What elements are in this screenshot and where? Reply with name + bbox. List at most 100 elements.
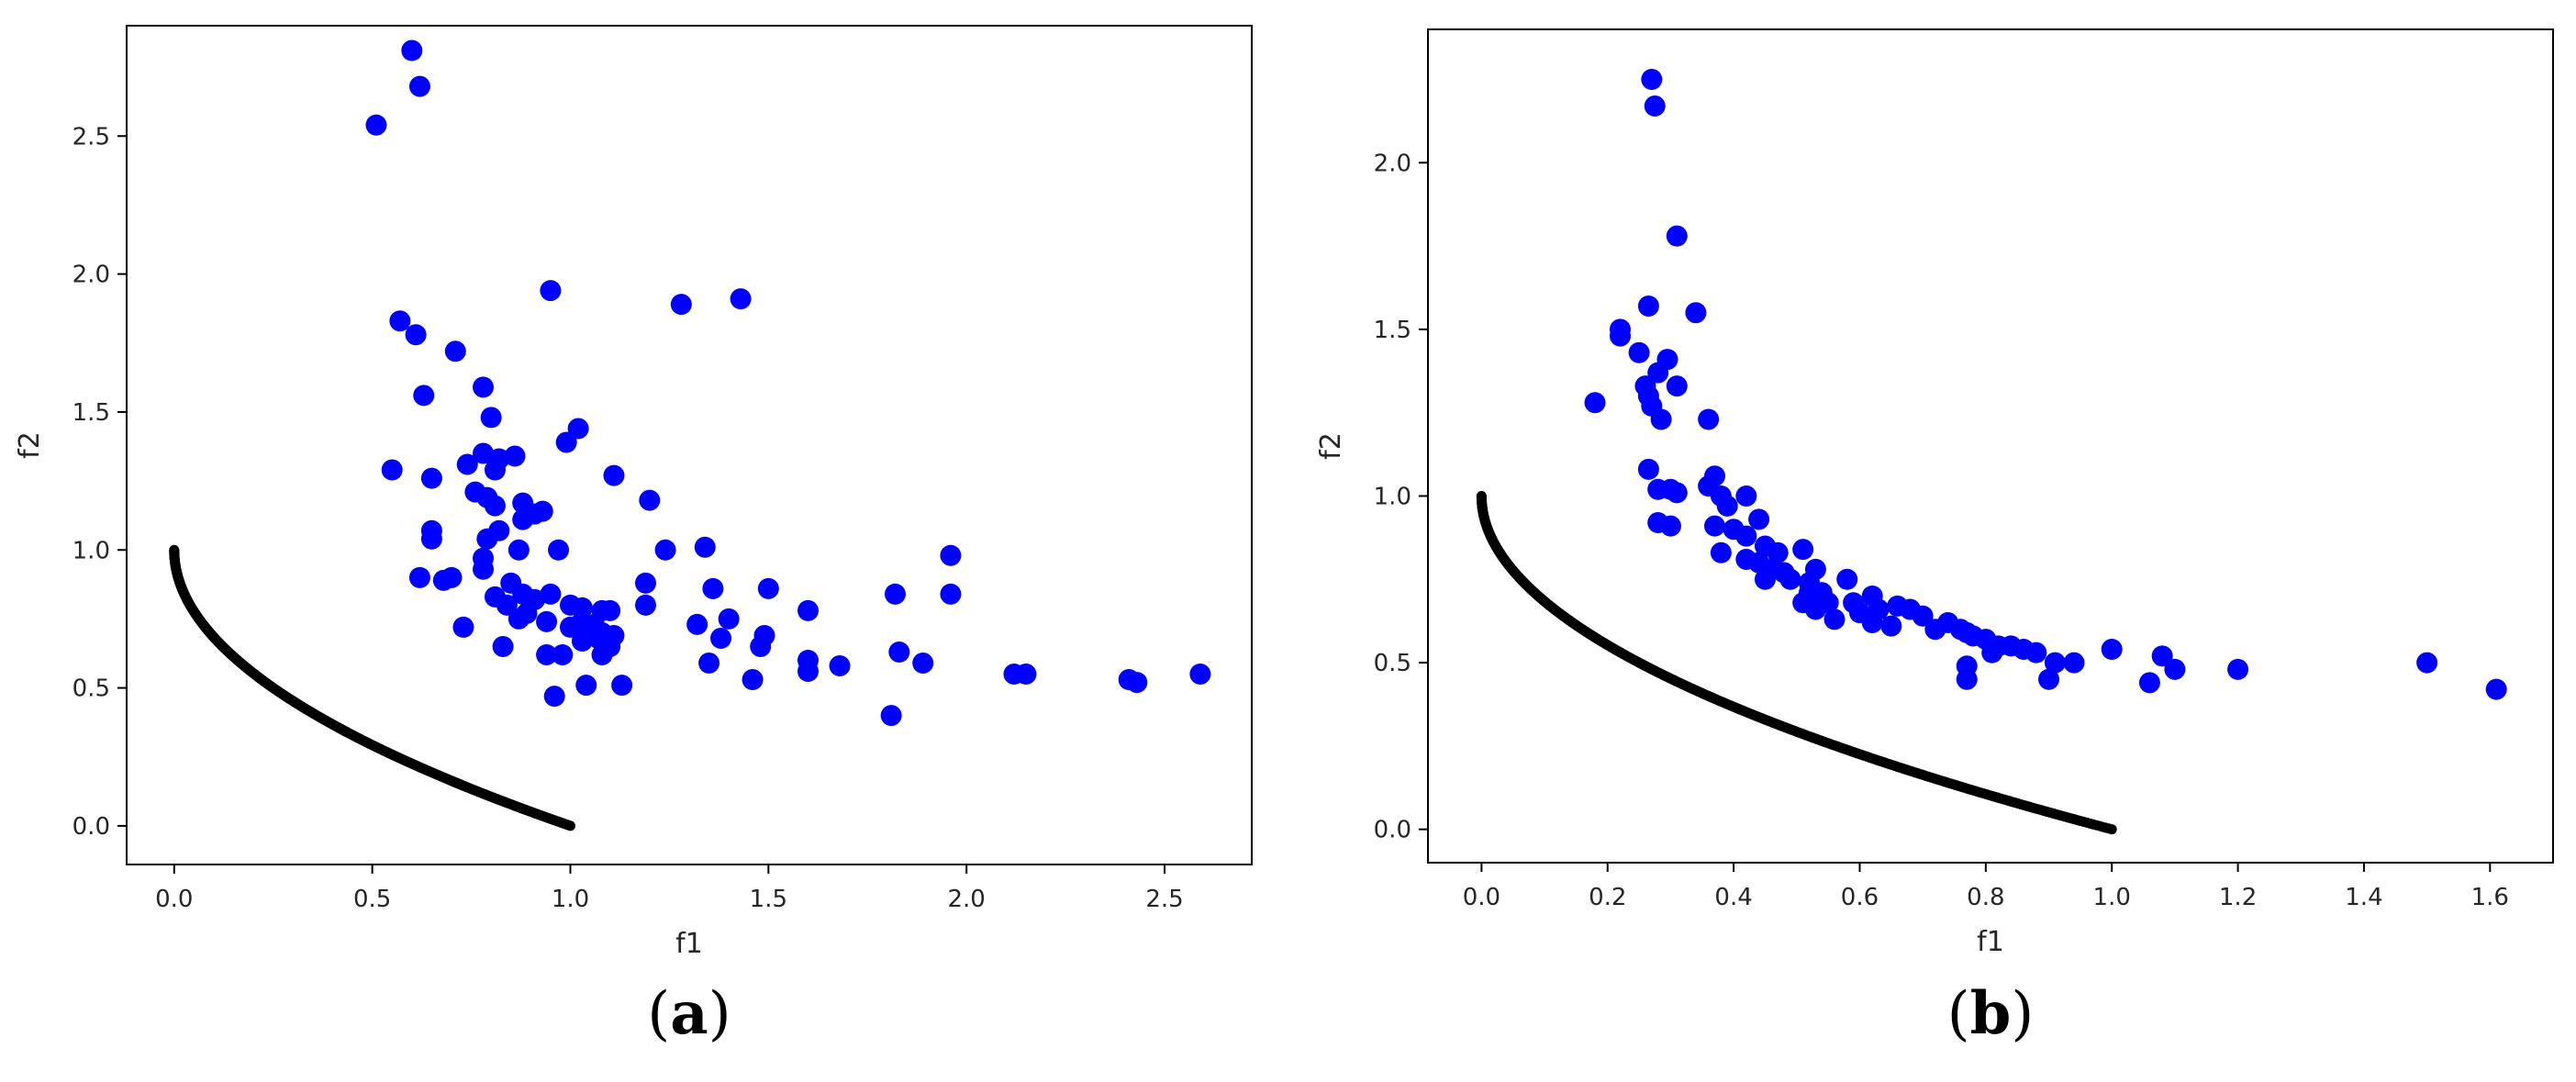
- scatter-point: [710, 627, 732, 649]
- y-axis-label-a: f2: [14, 431, 46, 459]
- scatter-point: [408, 75, 430, 97]
- scatter-point: [1880, 615, 1902, 637]
- front-point: [2106, 824, 2117, 835]
- scatter-point: [2151, 645, 2173, 667]
- scatter-point: [702, 577, 724, 599]
- scatter-point: [1823, 608, 1846, 630]
- scatter-point: [420, 528, 442, 550]
- y-tick-label: 1.5: [72, 399, 110, 427]
- panel-label-a: (a): [647, 979, 730, 1048]
- scatter-point: [1666, 375, 1688, 397]
- scatter-point: [484, 495, 506, 517]
- scatter-point: [571, 630, 593, 652]
- scatter-point: [2227, 658, 2249, 680]
- scatter-point: [2164, 658, 2186, 680]
- scatter-point: [1628, 341, 1650, 363]
- y-tick-label: 1.0: [1374, 483, 1411, 510]
- scatter-point: [757, 577, 779, 599]
- x-tick-label: 0.0: [155, 886, 193, 913]
- scatter-point: [730, 288, 752, 310]
- scatter-point: [408, 566, 430, 588]
- scatter-point: [365, 114, 387, 136]
- scatter-point: [504, 445, 526, 467]
- scatter-point: [536, 644, 558, 665]
- scatter-point: [1698, 408, 1720, 430]
- scatter-point: [440, 566, 463, 588]
- scatter-point: [2044, 652, 2066, 674]
- scatter-point: [750, 635, 772, 657]
- scatter-point: [1126, 672, 1148, 694]
- scatter-point: [516, 602, 538, 624]
- x-tick-label: 0.4: [1714, 884, 1752, 911]
- scatter-point: [1804, 598, 1826, 620]
- scatter-point: [635, 572, 657, 594]
- scatter-point: [496, 594, 518, 616]
- scatter-point: [575, 675, 597, 697]
- scatter-point: [1779, 568, 1801, 590]
- scatter-point: [456, 453, 478, 475]
- y-tick-label: 1.0: [72, 537, 110, 564]
- scatter-point: [480, 407, 502, 429]
- scatter-point: [1666, 225, 1688, 247]
- scatter-point: [2063, 652, 2085, 674]
- scatter-point: [1735, 485, 1757, 507]
- x-tick-label: 1.6: [2471, 884, 2509, 911]
- scatter-point: [1748, 508, 1770, 530]
- scatter-point: [1716, 495, 1738, 517]
- scatter-point: [492, 635, 514, 657]
- y-tick-label: 0.0: [72, 813, 110, 841]
- scatter-point: [543, 686, 565, 708]
- scatter-point: [880, 705, 902, 727]
- x-tick-label: 0.0: [1463, 884, 1500, 911]
- x-tick-label: 1.4: [2345, 884, 2382, 911]
- x-tick-label: 0.6: [1841, 884, 1879, 911]
- scatter-point: [1685, 302, 1707, 324]
- scatter-point: [1647, 362, 1669, 384]
- scatter-point: [507, 539, 530, 561]
- scatter-point: [694, 536, 716, 558]
- scatter-point: [548, 539, 570, 561]
- scatter-points-b: [1584, 68, 2507, 700]
- scatter-points-a: [365, 39, 1211, 727]
- scatter-point: [742, 669, 764, 691]
- scatter-point: [1644, 95, 1666, 117]
- panel-letter-a: a: [670, 979, 708, 1048]
- scatter-point: [2101, 639, 2123, 661]
- scatter-point: [473, 442, 495, 464]
- scatter-point: [1189, 664, 1211, 686]
- scatter-point: [1767, 541, 1789, 563]
- x-tick-label: 0.5: [353, 886, 391, 913]
- scatter-point: [611, 675, 633, 697]
- y-axis-ticks-b: 0.0 0.5 1.0 1.5 2.0: [1374, 150, 1428, 844]
- scatter-point: [413, 385, 435, 407]
- scatter-point: [389, 310, 411, 332]
- scatter-point: [567, 418, 589, 440]
- y-tick-label: 2.5: [72, 123, 110, 151]
- scatter-point: [1641, 68, 1663, 90]
- scatter-point: [940, 544, 962, 566]
- scatter-point: [2416, 652, 2438, 674]
- scatter-point: [473, 558, 495, 580]
- scatter-point: [381, 459, 403, 481]
- scatter-point: [1015, 664, 1037, 686]
- panel-letter-b: b: [1970, 979, 2012, 1048]
- scatter-point: [940, 583, 962, 605]
- scatter-point: [1912, 605, 1934, 627]
- plot-frame-a: [126, 25, 1253, 865]
- scatter-point: [1609, 325, 1631, 347]
- x-tick-label: 0.8: [1967, 884, 2004, 911]
- pareto-front-curve-b: [1476, 490, 2117, 835]
- scatter-point: [635, 594, 657, 616]
- scatter-point: [1836, 568, 1858, 590]
- x-tick-label: 2.5: [1145, 886, 1183, 913]
- scatter-point: [1754, 568, 1776, 590]
- scatter-point: [536, 610, 558, 632]
- scatter-point: [2485, 678, 2507, 700]
- y-tick-label: 0.0: [1374, 817, 1411, 844]
- scatter-point: [452, 616, 474, 638]
- scatter-point: [540, 280, 562, 302]
- scatter-point: [654, 539, 676, 561]
- scatter-point: [797, 599, 820, 621]
- scatter-point: [1792, 539, 1814, 561]
- y-axis-ticks-a: 0.0 0.5 1.0 1.5 2.0 2.5: [72, 123, 127, 841]
